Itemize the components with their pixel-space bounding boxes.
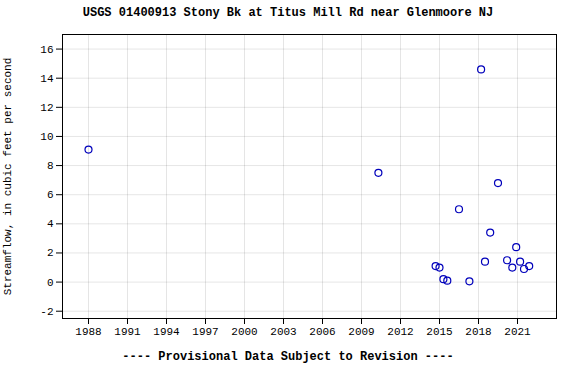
svg-text:1997: 1997 [192,326,218,338]
html-text:USGS 01400913 Stony Bk at Titu: USGS 01400913 Stony Bk at Titus Mill Rd … [82,6,494,20]
svg-text:Streamflow, in cubic feet per: Streamflow, in cubic feet per second [2,58,14,296]
svg-text:0: 0 [47,277,54,289]
svg-text:2012: 2012 [387,326,413,338]
svg-text:2009: 2009 [348,326,374,338]
svg-text:2021: 2021 [504,326,531,338]
svg-text:16: 16 [40,44,53,56]
svg-text:8: 8 [47,160,54,172]
svg-text:2000: 2000 [231,326,257,338]
svg-text:1991: 1991 [114,326,141,338]
svg-text:2003: 2003 [270,326,296,338]
svg-text:1994: 1994 [153,326,180,338]
svg-text:14: 14 [40,73,54,85]
html-text:---- Provisional Data Subject: ---- Provisional Data Subject to Revisio… [122,350,454,364]
svg-text:-2: -2 [40,306,53,318]
svg-text:10: 10 [40,131,53,143]
svg-text:4: 4 [47,218,54,230]
svg-text:12: 12 [40,102,53,114]
svg-text:2: 2 [47,247,54,259]
svg-text:2006: 2006 [309,326,335,338]
svg-text:1988: 1988 [75,326,101,338]
svg-text:6: 6 [47,189,54,201]
svg-text:2015: 2015 [426,326,452,338]
svg-text:2018: 2018 [465,326,491,338]
